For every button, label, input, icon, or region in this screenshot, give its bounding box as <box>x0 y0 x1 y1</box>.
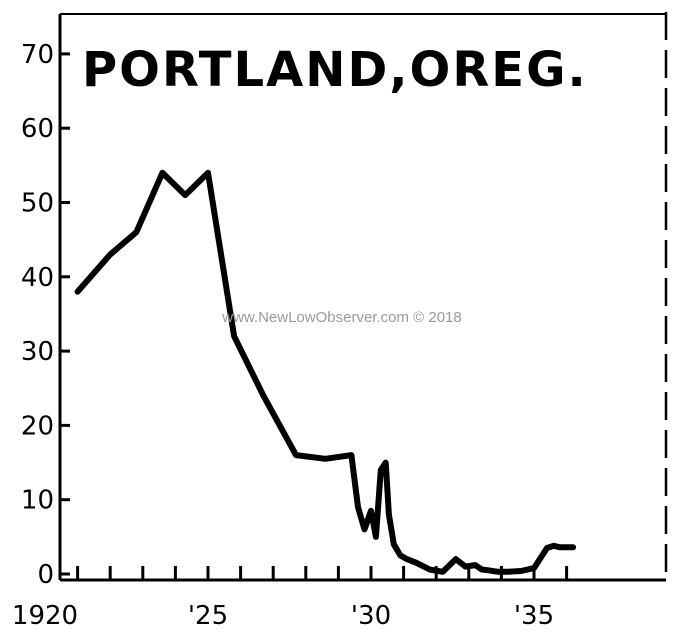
x-axis-ticks: 1920 '25 '30 '35 <box>12 566 569 631</box>
y-tick-label: 70 <box>21 40 54 70</box>
y-tick-label: 10 <box>21 486 54 516</box>
chart-title: PORTLAND,OREG. <box>82 42 588 98</box>
x-tick-label: '30 <box>351 601 391 631</box>
x-tick-label: '35 <box>514 601 554 631</box>
series-line <box>74 169 577 575</box>
y-tick-label: 20 <box>21 411 54 441</box>
x-tick-label: '25 <box>188 601 228 631</box>
y-tick-label: 50 <box>21 189 54 219</box>
y-tick-label: 40 <box>21 263 54 293</box>
y-axis-ticks: 0 10 20 30 40 50 60 70 <box>21 40 70 590</box>
plot-frame <box>58 12 668 582</box>
y-tick-label: 0 <box>37 560 54 590</box>
x-tick-label: 1920 <box>12 601 78 631</box>
y-tick-label: 60 <box>21 114 54 144</box>
y-tick-label: 30 <box>21 337 54 367</box>
series-layer <box>74 169 577 575</box>
watermark-text: www.NewLowObserver.com © 2018 <box>221 309 461 326</box>
